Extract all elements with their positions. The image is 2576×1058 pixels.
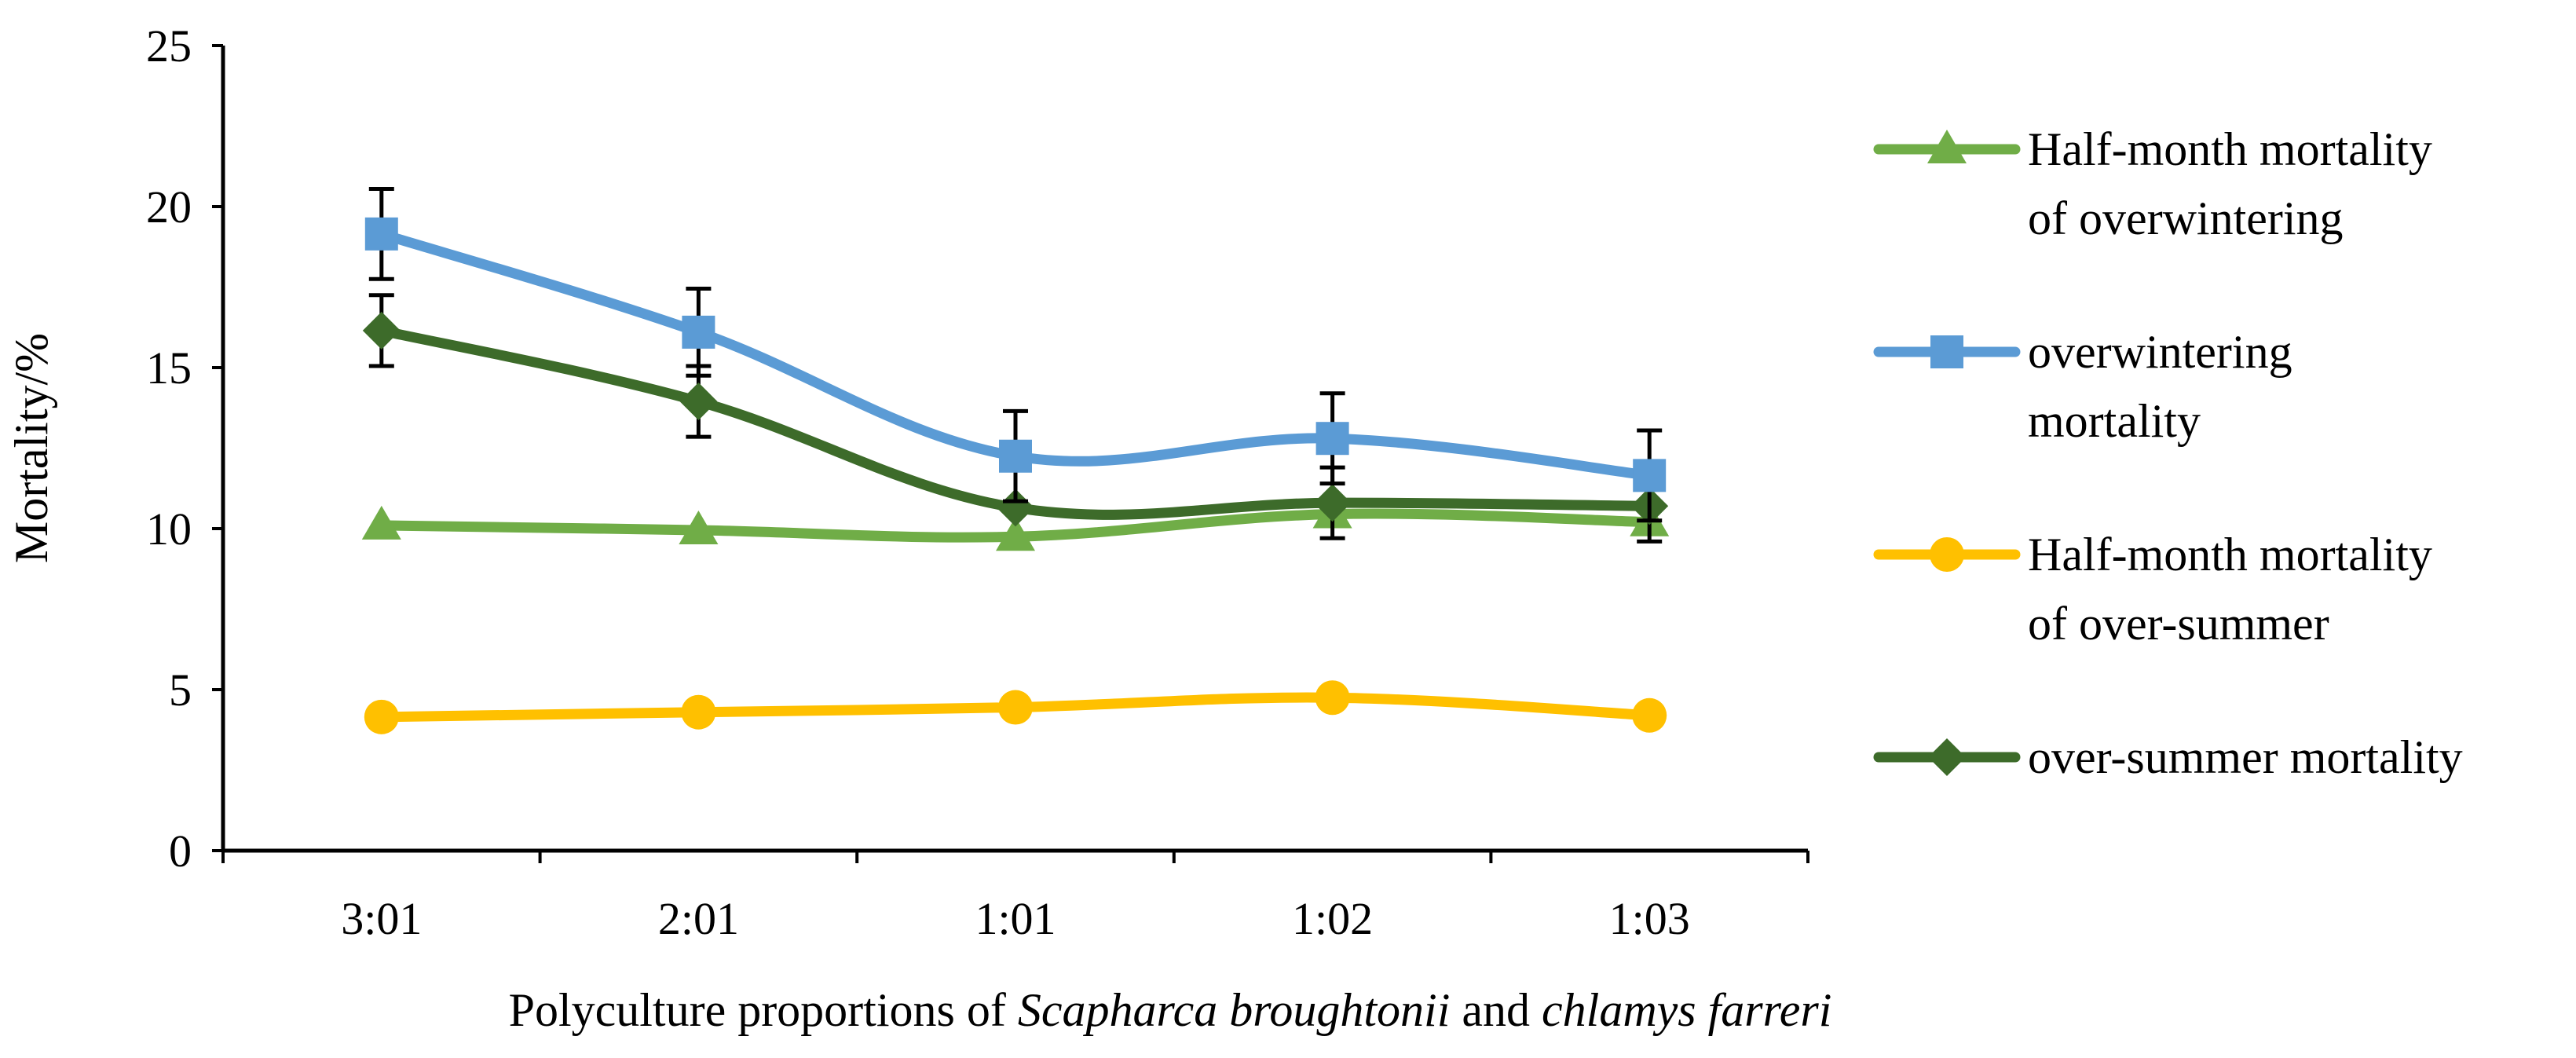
- legend-marker: [1927, 130, 1967, 163]
- legend-item: Half-month mortality of overwintering: [1873, 123, 2432, 244]
- series-circle: [364, 680, 1667, 734]
- legend-label: Half-month mortality: [2028, 529, 2432, 580]
- legend-item: overwintering mortality: [1873, 326, 2292, 447]
- data-point: [996, 517, 1035, 551]
- legend-label: Half-month mortality: [2028, 123, 2432, 175]
- data-point: [999, 439, 1032, 473]
- x-axis-title-prefix: Polyculture proportions of: [509, 984, 1018, 1036]
- legend-item: over-summer mortality: [1873, 731, 2463, 783]
- legend-label: overwintering: [2028, 326, 2292, 378]
- x-tick-label: 1:01: [975, 893, 1056, 944]
- x-axis-title-conjunction: and: [1450, 984, 1542, 1036]
- y-tick-label: 5: [169, 664, 192, 716]
- y-axis-title: Mortality/%: [5, 333, 57, 563]
- legend-label: over-summer mortality: [2028, 731, 2463, 783]
- x-axis-title-species1: Scapharca broughtonii: [1018, 984, 1451, 1036]
- data-point: [1632, 697, 1667, 733]
- y-tick-label: 25: [146, 20, 192, 71]
- x-tick-label: 2:01: [658, 893, 739, 944]
- data-point: [682, 315, 715, 349]
- series-square: [364, 186, 1667, 523]
- data-point: [997, 489, 1034, 527]
- y-tick-label: 20: [146, 181, 192, 232]
- data-point: [1315, 422, 1349, 456]
- x-axis-title-species2: chlamys farreri: [1542, 984, 1831, 1036]
- data-point: [361, 505, 401, 540]
- legend-label: of overwintering: [2028, 192, 2344, 244]
- data-point: [679, 511, 719, 545]
- legend-item: Half-month mortality of over-summer: [1873, 529, 2432, 650]
- x-tick-label: 1:02: [1292, 893, 1373, 944]
- y-tick-label: 15: [146, 342, 192, 394]
- data-point: [998, 690, 1033, 725]
- data-point: [1315, 680, 1350, 716]
- data-point: [679, 383, 718, 421]
- axes: [212, 44, 1809, 863]
- y-tick-label: 0: [169, 826, 192, 877]
- data-point: [362, 311, 401, 350]
- x-tick-label: 1:03: [1609, 893, 1690, 944]
- data-point: [681, 694, 716, 730]
- x-tick-label: 3:01: [341, 893, 422, 944]
- data-point: [1313, 484, 1352, 522]
- legend-label: mortality: [2028, 395, 2201, 447]
- y-tick-label: 10: [146, 503, 192, 555]
- data-point: [364, 699, 399, 734]
- tick-labels: 0 5 10 15 20 25 3:01 2:01 1:01 1:02 1:03: [146, 20, 1690, 944]
- data-point: [364, 217, 398, 251]
- legend: Half-month mortality of overwintering over…: [1873, 123, 2463, 783]
- x-axis-title: Polyculture proportions of Scapharca bro…: [509, 984, 1832, 1036]
- legend-marker: [1930, 335, 1963, 368]
- data-point: [1633, 459, 1667, 492]
- series-group: [361, 186, 1670, 734]
- legend-marker: [1930, 537, 1964, 572]
- legend-label: of over-summer: [2028, 598, 2329, 650]
- legend-marker: [1928, 738, 1966, 776]
